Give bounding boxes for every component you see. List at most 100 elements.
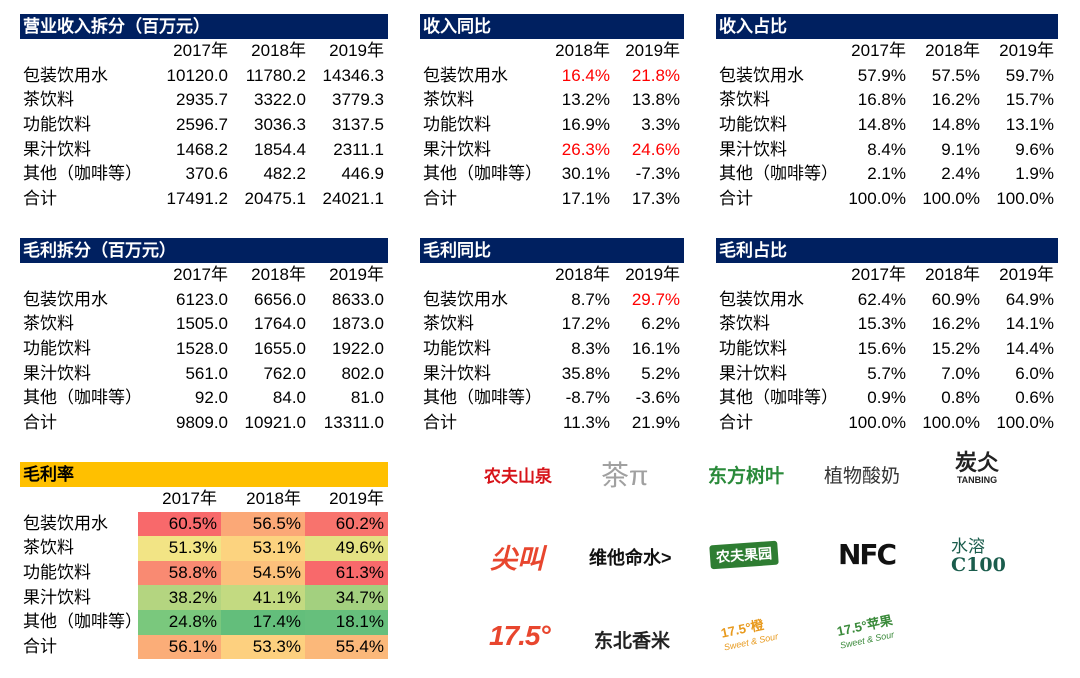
heat-cell: 56.1% bbox=[138, 634, 221, 660]
revenue-yoy-table: 收入同比 2018年 2019年 包装饮用水 16.4% 21.8% 茶饮料 13.2… bbox=[420, 14, 685, 211]
table-title: 收入占比 bbox=[716, 14, 1058, 39]
table-row: 合计 17.1% 17.3% bbox=[423, 188, 681, 208]
heat-cell: 61.3% bbox=[305, 560, 388, 586]
table-title: 毛利同比 bbox=[420, 238, 685, 263]
table-row: 包装饮用水 16.4% 21.8% bbox=[423, 65, 681, 85]
heat-cell: 60.2% bbox=[305, 511, 388, 537]
table-row: 果汁饮料 35.8% 5.2% bbox=[423, 363, 681, 383]
year-header: 2017年 bbox=[851, 41, 906, 61]
year-header: 2019年 bbox=[329, 489, 384, 509]
table-title: 收入同比 bbox=[420, 14, 685, 39]
nongfu-guoyuan-logo: 农夫果园 bbox=[709, 540, 779, 570]
revenue-share-table: 收入占比 2017年 2018年 2019年 包装饮用水 57.9% 57.5% 59… bbox=[716, 14, 1058, 211]
table-row: 合计 100.0% 100.0% 100.0% bbox=[719, 412, 1054, 432]
table-row: 茶饮料 51.3% 53.1% 49.6% bbox=[20, 536, 388, 561]
zhiwu-suannai-logo: 植物酸奶 bbox=[824, 466, 901, 487]
table-row: 包装饮用水 8.7% 29.7% bbox=[423, 289, 681, 309]
heat-cell: 49.6% bbox=[305, 536, 388, 561]
heat-cell: 51.3% bbox=[138, 536, 221, 561]
table-row: 合计 11.3% 21.9% bbox=[423, 412, 681, 432]
brand-175-logo: 17.5° bbox=[489, 620, 551, 651]
year-header: 2019年 bbox=[625, 41, 681, 61]
heat-cell: 18.1% bbox=[305, 609, 388, 635]
table-row: 茶饮料 15.3% 16.2% 14.1% bbox=[719, 314, 1054, 334]
dongbei-xiangmi-logo: 东北香米 bbox=[594, 630, 671, 652]
year-header: 2019年 bbox=[329, 265, 384, 285]
heat-cell: 24.8% bbox=[138, 609, 221, 635]
table-row: 合计 100.0% 100.0% 100.0% bbox=[719, 188, 1054, 208]
heat-cell: 53.1% bbox=[221, 536, 305, 561]
table-row: 果汁饮料 1468.2 1854.4 2311.1 bbox=[23, 139, 384, 159]
table-row: 果汁饮料 38.2% 41.1% 34.7% bbox=[20, 585, 388, 610]
year-header: 2019年 bbox=[329, 41, 384, 61]
table-row: 茶饮料 2935.7 3322.0 3779.3 bbox=[23, 90, 384, 110]
year-header: 2019年 bbox=[999, 41, 1054, 61]
table-row: 功能饮料 14.8% 14.8% 13.1% bbox=[719, 115, 1054, 135]
heat-cell: 56.5% bbox=[221, 511, 305, 537]
orange-175-logo: 17.5°橙 Sweet & Sour bbox=[719, 617, 779, 653]
heat-cell: 58.8% bbox=[138, 560, 221, 586]
table-row: 功能饮料 16.9% 3.3% bbox=[423, 115, 681, 135]
table-title: 营业收入拆分（百万元） bbox=[20, 14, 388, 39]
table-row: 功能饮料 15.6% 15.2% 14.4% bbox=[719, 339, 1054, 359]
year-header: 2018年 bbox=[251, 265, 306, 285]
dongfang-shuye-logo: 东方树叶 bbox=[708, 466, 785, 487]
year-header: 2017年 bbox=[173, 41, 228, 61]
tanbing-logo: 炭仌 TANBING bbox=[955, 450, 1000, 486]
table-title: 毛利拆分（百万元） bbox=[20, 238, 388, 263]
year-header: 2018年 bbox=[925, 41, 980, 61]
table-row: 其他（咖啡等） -8.7% -3.6% bbox=[423, 388, 681, 408]
table-row: 果汁饮料 8.4% 9.1% 9.6% bbox=[719, 139, 1054, 159]
jianjiao-logo: 尖叫 bbox=[490, 544, 544, 574]
table-title: 毛利率 bbox=[20, 462, 388, 487]
chapi-logo: 茶π bbox=[601, 460, 649, 491]
heat-cell: 53.3% bbox=[221, 634, 305, 660]
heat-cell: 38.2% bbox=[138, 585, 221, 610]
table-row: 其他（咖啡等） 92.0 84.0 81.0 bbox=[23, 388, 384, 408]
year-header: 2018年 bbox=[251, 41, 306, 61]
year-header: 2018年 bbox=[555, 41, 610, 61]
nfc-logo: NFC bbox=[838, 538, 897, 571]
nongfu-spring-logo: 农夫山泉 bbox=[484, 467, 552, 486]
table-row: 其他（咖啡等） 2.1% 2.4% 1.9% bbox=[719, 164, 1054, 184]
table-row: 合计 17491.2 20475.1 24021.1 bbox=[23, 188, 384, 208]
gross-profit-yoy-table: 毛利同比 2018年 2019年 包装饮用水 8.7% 29.7% 茶饮料 17.2%… bbox=[420, 238, 685, 435]
year-header: 2018年 bbox=[925, 265, 980, 285]
table-row: 茶饮料 13.2% 13.8% bbox=[423, 90, 681, 110]
table-row: 其他（咖啡等） 370.6 482.2 446.9 bbox=[23, 164, 384, 184]
apple-175-logo: 17.5°苹果 Sweet & Sour bbox=[835, 612, 895, 651]
revenue-split-table: 营业收入拆分（百万元） 2017年 2018年 2019年 包装饮用水 10120… bbox=[20, 14, 388, 211]
table-row: 功能饮料 8.3% 16.1% bbox=[423, 339, 681, 359]
table-row: 包装饮用水 57.9% 57.5% 59.7% bbox=[719, 65, 1054, 85]
table-row: 果汁饮料 5.7% 7.0% 6.0% bbox=[719, 363, 1054, 383]
gross-profit-share-table: 毛利占比 2017年 2018年 2019年 包装饮用水 62.4% 60.9% 64… bbox=[716, 238, 1058, 435]
shuirong-c100-logo: 水溶 C100 bbox=[951, 537, 1006, 576]
heat-cell: 41.1% bbox=[221, 585, 305, 610]
table-row: 其他（咖啡等） 24.8% 17.4% 18.1% bbox=[20, 609, 388, 635]
year-header: 2018年 bbox=[555, 265, 610, 285]
table-row: 茶饮料 16.8% 16.2% 15.7% bbox=[719, 90, 1054, 110]
vitamin-water-logo: 维他命水> bbox=[589, 548, 672, 568]
year-header: 2017年 bbox=[173, 265, 228, 285]
table-row: 包装饮用水 62.4% 60.9% 64.9% bbox=[719, 289, 1054, 309]
heat-cell: 60.5% bbox=[138, 511, 221, 537]
year-header: 2019年 bbox=[625, 265, 681, 285]
table-row: 包装饮用水 60.5% 56.5% 60.2% bbox=[20, 511, 388, 537]
year-header: 2019年 bbox=[999, 265, 1054, 285]
heat-cell: 54.5% bbox=[221, 560, 305, 586]
table-row: 其他（咖啡等） 30.1% -7.3% bbox=[423, 164, 681, 184]
table-row: 茶饮料 17.2% 6.2% bbox=[423, 314, 681, 334]
table-row: 果汁饮料 26.3% 24.6% bbox=[423, 139, 681, 159]
heat-cell: 34.7% bbox=[305, 585, 388, 610]
table-row: 果汁饮料 561.0 762.0 802.0 bbox=[23, 363, 384, 383]
heat-cell: 17.4% bbox=[221, 609, 305, 635]
table-row: 功能饮料 1528.0 1655.0 1922.0 bbox=[23, 339, 384, 359]
heat-cell: 55.4% bbox=[305, 634, 388, 660]
year-header: 2018年 bbox=[246, 489, 301, 509]
table-row: 茶饮料 1505.0 1764.0 1873.0 bbox=[23, 314, 384, 334]
table-row: 功能饮料 58.8% 54.5% 61.3% bbox=[20, 560, 388, 586]
table-row: 合计 56.1% 53.3% 55.4% bbox=[20, 634, 388, 660]
table-row: 其他（咖啡等） 0.9% 0.8% 0.6% bbox=[719, 388, 1054, 408]
table-title: 毛利占比 bbox=[716, 238, 1058, 263]
gross-margin-table: 毛利率 2017年 2018年 2019年 包装饮用水 60.5% 56.5% 60.… bbox=[20, 462, 388, 660]
